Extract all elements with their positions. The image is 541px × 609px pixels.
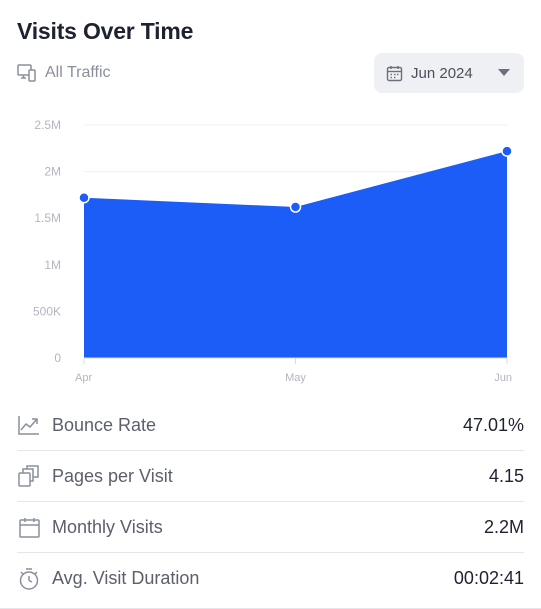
y-tick-label: 2M <box>44 165 61 179</box>
devices-icon <box>17 64 36 82</box>
metric-value: 4.15 <box>488 465 524 486</box>
y-axis-labels: 0 500K 1M 1.5M 2M 2.5M <box>33 118 61 365</box>
chart-area <box>84 151 507 358</box>
metric-value: 47.01% <box>462 414 524 435</box>
traffic-filter-label: All Traffic <box>45 64 111 81</box>
data-point <box>289 201 302 213</box>
y-tick-label: 1M <box>44 258 61 272</box>
stopwatch-icon <box>17 567 41 591</box>
metric-value: 2.2M <box>483 516 524 537</box>
metric-label: Monthly Visits <box>52 516 163 537</box>
series-area <box>84 151 507 358</box>
metric-value: 00:02:41 <box>453 568 524 588</box>
traffic-filter: All Traffic <box>17 62 111 84</box>
metrics-list: Bounce Rate 47.01% Pages per Visit 4.15 <box>17 400 524 604</box>
metric-row-monthly-visits: Monthly Visits 2.2M <box>17 502 524 553</box>
metric-label: Pages per Visit <box>52 465 173 486</box>
y-tick-label: 1.5M <box>34 211 61 225</box>
pages-icon <box>17 464 41 488</box>
chevron-down-icon <box>498 69 510 76</box>
x-tick-label: Apr <box>75 372 92 384</box>
card-title: Visits Over Time <box>17 18 194 44</box>
y-tick-label: 2.5M <box>34 118 61 132</box>
data-point <box>501 145 513 157</box>
data-point <box>78 191 90 204</box>
date-dropdown[interactable]: Jun 2024 <box>374 53 524 93</box>
metric-label: Avg. Visit Duration <box>52 568 200 588</box>
calendar-icon <box>386 65 403 81</box>
metric-row-avg-visit-duration: Avg. Visit Duration 00:02:41 <box>17 553 524 604</box>
trend-down-icon <box>17 413 41 437</box>
y-tick-label: 0 <box>54 351 61 365</box>
chart-points <box>78 145 513 213</box>
metric-row-pages-per-visit: Pages per Visit 4.15 <box>17 451 524 502</box>
metric-label: Bounce Rate <box>52 414 157 435</box>
x-axis: Apr May Jun <box>75 357 512 384</box>
visits-area-chart: 0 500K 1M 1.5M 2M 2.5M Apr May Jun <box>33 118 513 384</box>
calendar-icon <box>17 515 41 539</box>
date-dropdown-value: Jun 2024 <box>411 64 473 82</box>
x-tick-label: May <box>285 372 306 384</box>
y-tick-label: 500K <box>33 304 61 318</box>
x-tick-label: Jun <box>494 372 512 384</box>
metric-row-bounce-rate: Bounce Rate 47.01% <box>17 400 524 451</box>
